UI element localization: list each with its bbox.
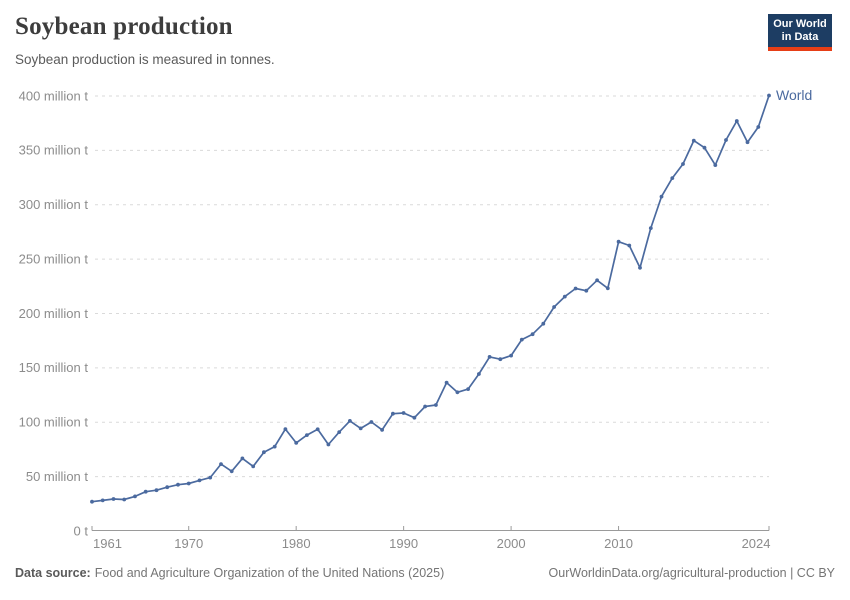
- data-point-marker[interactable]: [143, 489, 148, 494]
- data-point-marker[interactable]: [530, 332, 535, 337]
- data-point-marker[interactable]: [219, 462, 223, 466]
- data-point-marker[interactable]: [595, 278, 599, 283]
- y-axis-tick-label: 400 million t: [19, 88, 89, 103]
- y-axis-tick-label: 150 million t: [19, 360, 89, 375]
- data-point-marker[interactable]: [229, 469, 234, 474]
- data-point-marker[interactable]: [294, 441, 299, 445]
- data-point-marker[interactable]: [412, 415, 417, 420]
- x-axis-tick-label: 1990: [389, 536, 418, 551]
- data-point-marker[interactable]: [702, 145, 707, 150]
- data-point-marker[interactable]: [724, 138, 728, 142]
- data-point-marker[interactable]: [659, 194, 664, 199]
- footer-citation-link[interactable]: OurWorldinData.org/agricultural-producti…: [548, 566, 835, 580]
- data-point-marker[interactable]: [541, 321, 546, 326]
- data-point-marker[interactable]: [691, 138, 696, 143]
- x-axis-tick-label: 2010: [604, 536, 633, 551]
- data-point-marker[interactable]: [627, 243, 632, 248]
- data-point-marker[interactable]: [713, 163, 718, 168]
- data-point-marker[interactable]: [423, 404, 427, 409]
- data-point-marker[interactable]: [283, 427, 288, 431]
- data-point-marker[interactable]: [251, 464, 256, 469]
- data-point-marker[interactable]: [272, 444, 277, 449]
- data-point-marker[interactable]: [90, 499, 94, 504]
- data-point-marker[interactable]: [756, 125, 761, 129]
- data-point-marker[interactable]: [154, 488, 159, 493]
- data-point-marker[interactable]: [186, 481, 191, 486]
- data-point-marker[interactable]: [477, 372, 481, 376]
- x-axis-tick-label: 2024: [742, 536, 771, 551]
- data-point-marker[interactable]: [487, 355, 492, 359]
- data-point-marker[interactable]: [444, 380, 449, 385]
- data-point-marker[interactable]: [605, 286, 610, 291]
- data-point-marker[interactable]: [240, 456, 245, 461]
- data-point-marker[interactable]: [498, 357, 503, 362]
- data-point-marker[interactable]: [133, 494, 137, 499]
- data-point-marker[interactable]: [519, 337, 524, 342]
- data-point-marker[interactable]: [401, 411, 406, 415]
- data-point-marker[interactable]: [455, 390, 460, 395]
- x-axis-tick-label: 1980: [282, 536, 311, 551]
- data-point-marker[interactable]: [616, 239, 621, 244]
- data-point-marker[interactable]: [648, 226, 653, 231]
- y-axis-tick-label: 0 t: [74, 523, 89, 538]
- y-axis-tick-label: 300 million t: [19, 197, 89, 212]
- data-point-marker[interactable]: [670, 176, 675, 181]
- chart-footer: Data source: Food and Agriculture Organiz…: [15, 566, 835, 580]
- data-point-marker[interactable]: [176, 482, 180, 487]
- x-axis-tick-label: 1961: [93, 536, 122, 551]
- data-point-marker[interactable]: [197, 478, 202, 483]
- logo-line-1: Our World: [773, 18, 827, 30]
- data-point-marker[interactable]: [767, 93, 771, 98]
- data-point-marker[interactable]: [380, 428, 384, 432]
- series-label-world[interactable]: World: [776, 87, 812, 103]
- data-point-marker[interactable]: [552, 305, 556, 309]
- data-point-marker[interactable]: [584, 288, 589, 293]
- world-line-series[interactable]: [91, 94, 770, 503]
- data-point-marker[interactable]: [734, 119, 739, 123]
- data-point-marker[interactable]: [100, 498, 105, 503]
- data-point-marker[interactable]: [573, 286, 578, 291]
- data-point-marker[interactable]: [638, 265, 642, 270]
- data-point-marker[interactable]: [348, 419, 352, 423]
- logo-line-2: in Data: [781, 31, 819, 43]
- x-axis-tick-label: 2000: [497, 536, 526, 551]
- page-title: Soybean production: [15, 13, 233, 40]
- y-axis-tick-label: 50 million t: [26, 469, 89, 484]
- data-point-marker[interactable]: [262, 450, 266, 455]
- data-point-marker[interactable]: [466, 387, 470, 391]
- data-point-marker[interactable]: [562, 294, 567, 299]
- y-axis-tick-label: 100 million t: [19, 415, 89, 430]
- data-point-marker[interactable]: [315, 427, 320, 432]
- data-point-marker[interactable]: [111, 497, 116, 501]
- data-point-marker[interactable]: [509, 353, 513, 358]
- data-point-marker[interactable]: [358, 426, 363, 431]
- data-point-marker[interactable]: [369, 420, 374, 424]
- owid-logo[interactable]: Our World in Data: [768, 14, 832, 51]
- data-point-marker[interactable]: [434, 403, 438, 407]
- data-point-marker[interactable]: [745, 140, 750, 145]
- data-point-marker[interactable]: [391, 411, 395, 416]
- data-source-text: Food and Agriculture Organization of the…: [94, 566, 445, 580]
- data-source-label: Data source:: [15, 566, 91, 580]
- data-point-marker[interactable]: [681, 162, 685, 166]
- y-axis-tick-label: 350 million t: [19, 143, 89, 158]
- chart-subtitle: Soybean production is measured in tonnes…: [15, 52, 275, 67]
- data-point-marker[interactable]: [122, 497, 127, 502]
- data-point-marker[interactable]: [305, 433, 309, 437]
- y-axis-tick-label: 250 million t: [19, 251, 89, 266]
- data-point-marker[interactable]: [165, 485, 170, 490]
- x-axis-tick-label: 1970: [174, 536, 203, 551]
- data-point-marker[interactable]: [337, 430, 342, 434]
- data-point-marker[interactable]: [326, 442, 331, 447]
- data-source: Data source: Food and Agriculture Organiz…: [15, 566, 444, 580]
- y-axis-tick-label: 200 million t: [19, 306, 89, 321]
- data-point-marker[interactable]: [208, 475, 213, 480]
